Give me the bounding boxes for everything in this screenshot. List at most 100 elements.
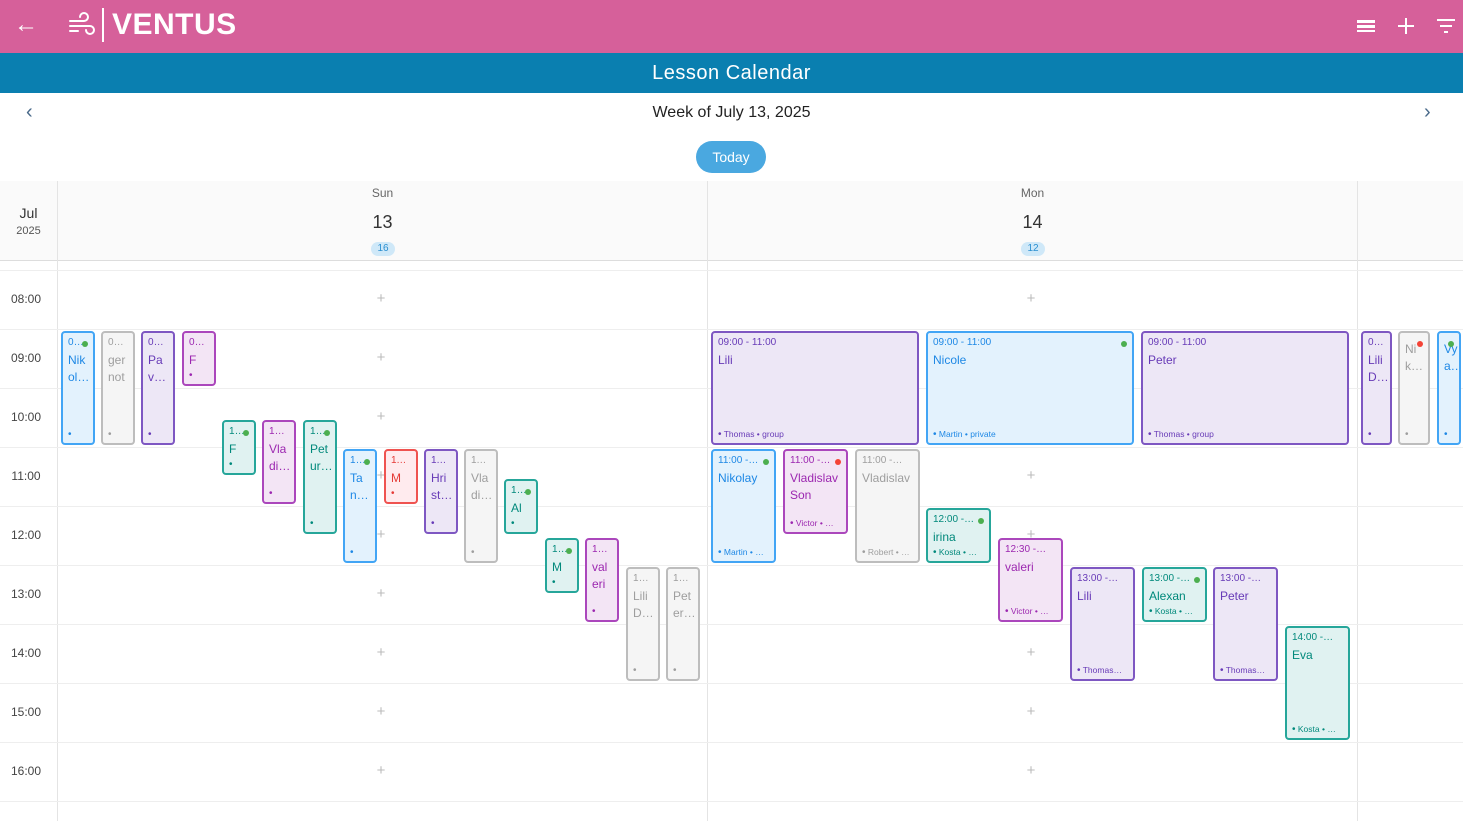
today-button[interactable]: Today	[696, 141, 766, 173]
event-teacher-footer: • Victor • …	[790, 517, 834, 529]
grid-line	[0, 565, 1463, 566]
event-footer-text: Kosta • …	[1297, 724, 1336, 734]
lesson-event[interactable]: 1… Ta n… •	[343, 449, 377, 563]
lesson-event[interactable]: 09… F •	[182, 331, 216, 386]
event-teacher-footer: • Victor • …	[1005, 606, 1049, 617]
add-lesson-plus-icon[interactable]: +	[376, 526, 386, 543]
add-lesson-plus-icon[interactable]: +	[1026, 762, 1036, 779]
logo-divider	[102, 8, 104, 42]
hour-label: 14:00	[10, 646, 42, 660]
app-header: ← VENTUS	[0, 0, 1463, 53]
lesson-event[interactable]: 0… Lili D… •	[1361, 331, 1392, 445]
lesson-event[interactable]: 13:00 - … Alexan • Kosta • …	[1142, 567, 1207, 622]
lesson-event[interactable]: 0… Nik ol… •	[61, 331, 95, 445]
lesson-event[interactable]: 12:30 - 1… valeri • Victor • …	[998, 537, 1063, 622]
event-footer-text: Victor • …	[795, 517, 834, 528]
add-lesson-plus-icon[interactable]: +	[1026, 526, 1036, 543]
status-dot-icon	[525, 488, 531, 495]
lesson-event[interactable]: 12:00 - … irina • Kosta • …	[926, 508, 991, 563]
lesson-event[interactable]: 11:00 - 1… Vladislav • Robert • …	[855, 449, 920, 563]
add-lesson-plus-icon[interactable]: +	[376, 762, 386, 779]
event-teacher-footer: • Kosta • …	[933, 547, 977, 558]
add-lesson-plus-icon[interactable]: +	[1026, 644, 1036, 661]
event-time: 11:00 - …	[718, 455, 762, 466]
week-navigation: ‹ Week of July 13, 2025 ›	[0, 93, 1463, 133]
add-lesson-plus-icon[interactable]: +	[376, 290, 386, 307]
lesson-event[interactable]: 12… val eri •	[585, 537, 619, 622]
lesson-event[interactable]: 11:00 - … Nikolay • Martin • …	[711, 449, 776, 563]
event-student-name: Pet ur…	[310, 441, 333, 473]
lesson-event[interactable]: 1… M •	[545, 537, 579, 593]
event-student-name: F	[189, 353, 197, 367]
event-teacher-footer: •	[68, 429, 72, 440]
lesson-event[interactable]: 14:00 - 1… Eva • Kosta • …	[1285, 626, 1350, 740]
wind-icon	[69, 12, 95, 35]
event-teacher-footer: •	[592, 606, 596, 617]
event-footer-text: Robert • …	[867, 547, 910, 557]
next-week-chevron-icon[interactable]: ›	[1424, 101, 1431, 123]
lesson-event[interactable]: 09:00 - 11:00 Peter • Thomas • group	[1141, 331, 1349, 445]
event-time: 09:00 - 11:00	[718, 337, 777, 348]
add-lesson-plus-icon[interactable]: +	[376, 585, 386, 602]
lesson-event[interactable]: 13:00 - 1… Peter • Thomas…	[1213, 567, 1278, 681]
event-student-name: Lili	[1077, 589, 1092, 603]
event-teacher-footer: •	[673, 665, 677, 676]
lesson-event[interactable]: 09… Pa v… •	[141, 331, 175, 445]
lesson-event[interactable]: 09:00 - 11:00 Nicole • Martin • private	[926, 331, 1134, 445]
status-dot-icon	[1121, 341, 1127, 347]
lesson-event[interactable]: Ni k… •	[1398, 331, 1430, 445]
add-lesson-plus-icon[interactable]: +	[376, 703, 386, 720]
back-arrow-icon[interactable]: ←	[14, 11, 38, 38]
lesson-event[interactable]: 11… M •	[384, 449, 418, 504]
day-header-mon[interactable]: Mon 14 12	[707, 181, 1357, 261]
add-lesson-plus-icon[interactable]: +	[1026, 290, 1036, 307]
lesson-event[interactable]: 1… Al •	[504, 478, 538, 534]
event-time: 11:00 - …	[790, 455, 834, 466]
status-dot-icon	[324, 429, 330, 436]
filter-icon[interactable]	[1434, 14, 1458, 38]
add-lesson-plus-icon[interactable]: +	[376, 408, 386, 425]
event-student-name: irina	[933, 530, 956, 544]
hour-label: 13:00	[10, 587, 42, 601]
add-lesson-plus-icon[interactable]: +	[376, 644, 386, 661]
grid-line	[0, 447, 1463, 448]
hour-label: 12:00	[10, 528, 42, 542]
event-teacher-footer: • Kosta • …	[1292, 724, 1336, 735]
lesson-event[interactable]: 1… F •	[222, 419, 256, 475]
event-student-name: Vladislav Son	[790, 471, 839, 502]
add-lesson-plus-icon[interactable]: +	[376, 349, 386, 366]
day-header-row: Jul 2025 Sun 13 16 Mon 14 12	[0, 181, 1463, 261]
add-lesson-plus-icon[interactable]: +	[1026, 703, 1036, 720]
event-teacher-footer: • Thomas…	[1077, 665, 1122, 676]
event-teacher-footer: •	[229, 458, 233, 470]
lesson-event[interactable]: 09… ger not •	[101, 331, 135, 445]
event-student-name: Alexan	[1149, 589, 1186, 603]
event-footer-text: Kosta • …	[938, 547, 977, 557]
lesson-event[interactable]: 13… Pet er… •	[666, 567, 700, 681]
lesson-event[interactable]: 11… Vla di… •	[464, 449, 498, 563]
lesson-event[interactable]: 13… Lili D… •	[626, 567, 660, 681]
view-list-icon[interactable]	[1354, 14, 1378, 38]
previous-week-chevron-icon[interactable]: ‹	[26, 101, 33, 123]
lesson-event[interactable]: 11… Hri st… •	[424, 449, 458, 534]
add-lesson-plus-icon[interactable]: +	[1026, 467, 1036, 484]
brand-name: VENTUS	[112, 8, 237, 41]
lesson-event[interactable]: 10… Vla di… •	[262, 419, 296, 504]
hour-label: 11:00	[11, 469, 41, 483]
lesson-event[interactable]: 1… Pet ur… •	[303, 419, 337, 534]
day-header-sun[interactable]: Sun 13 16	[57, 181, 707, 261]
hour-label: 08:00	[10, 292, 42, 306]
lesson-event[interactable]: 09:00 - 11:00 Lili • Thomas • group	[711, 331, 919, 445]
add-icon[interactable]	[1394, 14, 1418, 38]
lesson-event[interactable]: 13:00 - 1… Lili • Thomas…	[1070, 567, 1135, 681]
lesson-event[interactable]: 11:00 - … Vladislav Son • Victor • …	[783, 449, 848, 534]
event-student-name: Lili	[718, 353, 733, 367]
event-student-name: Nik ol…	[68, 353, 90, 384]
add-lesson-plus-icon[interactable]: +	[376, 467, 386, 484]
event-time: 09…	[108, 337, 128, 348]
event-time: 11:00 - 1…	[862, 455, 911, 466]
day-header-tue[interactable]	[1357, 181, 1463, 261]
lesson-event[interactable]: Vy a… •	[1437, 331, 1461, 445]
event-footer-text: Thomas • group	[723, 429, 784, 439]
event-teacher-footer: • Kosta • …	[1149, 606, 1193, 617]
